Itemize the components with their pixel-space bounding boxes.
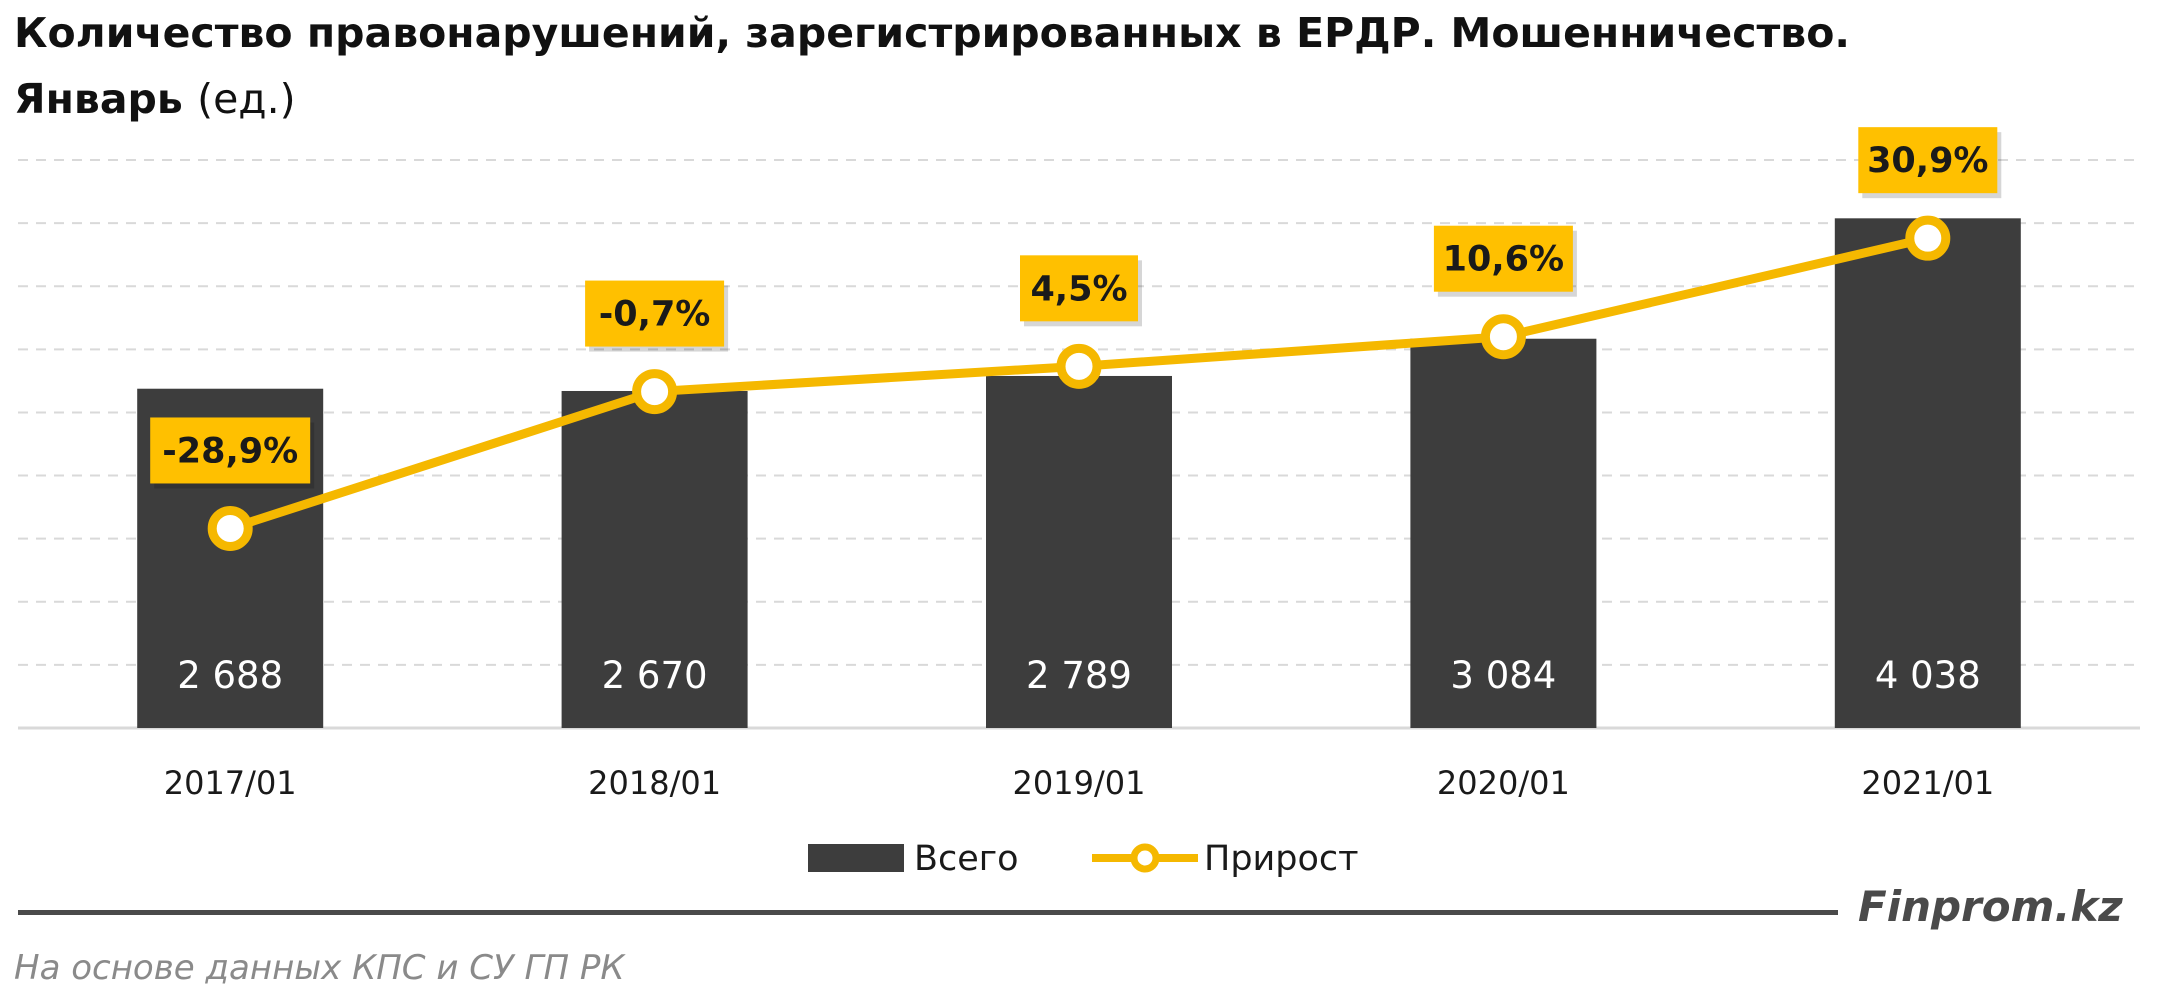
legend-label: Всего: [914, 839, 1019, 879]
line-data-label: -28,9%: [162, 431, 298, 471]
bar-value-label: 3 084: [1450, 654, 1556, 697]
x-tick-label: 2019/01: [1013, 764, 1146, 802]
source-note: На основе данных КПС и СУ ГП РК: [14, 948, 625, 988]
legend-swatch-marker: [1130, 843, 1160, 873]
line-data-label: 4,5%: [1030, 269, 1127, 309]
line-point: [1056, 343, 1102, 389]
bar-value-label: 4 038: [1875, 654, 1981, 697]
bar: [1834, 218, 2021, 728]
chart-title-main: Количество правонарушений, зарегистриров…: [14, 9, 1850, 57]
line-point: [1905, 215, 1951, 261]
bar: [986, 375, 1172, 728]
bar: [561, 390, 748, 728]
x-tick-label: 2020/01: [1437, 764, 1570, 802]
data-label-box: [150, 417, 311, 484]
x-tick-label: 2018/01: [588, 764, 721, 802]
chart-title-unit: (ед.): [197, 75, 296, 123]
line-data-label: 30,9%: [1867, 141, 1988, 181]
line-point: [632, 369, 678, 415]
x-tick-label: 2021/01: [1861, 764, 1994, 802]
bar-value-label: 2 670: [602, 654, 708, 697]
bar-value-label: 2 789: [1026, 654, 1132, 697]
bar-value-label: 2 688: [177, 654, 283, 697]
data-label-box: [1858, 127, 1998, 194]
legend-swatch-bar: [808, 844, 904, 872]
line-point: [1480, 314, 1526, 360]
brand-logo-text: Finprom.kz: [1858, 882, 2123, 931]
chart-title: Количество правонарушений, зарегистриров…: [14, 0, 2134, 132]
line-data-label: -0,7%: [599, 295, 711, 335]
footer-divider: [18, 910, 1838, 915]
data-label-box: [1433, 225, 1573, 292]
line-data-label: 10,6%: [1443, 240, 1564, 280]
line-point: [207, 505, 253, 551]
x-tick-label: 2017/01: [164, 764, 297, 802]
data-label-box: [585, 280, 725, 347]
data-label-box: [1020, 255, 1138, 322]
bar: [1410, 338, 1597, 728]
chart-title-period: Январь: [14, 75, 183, 123]
legend-label: Прирост: [1204, 839, 1359, 879]
